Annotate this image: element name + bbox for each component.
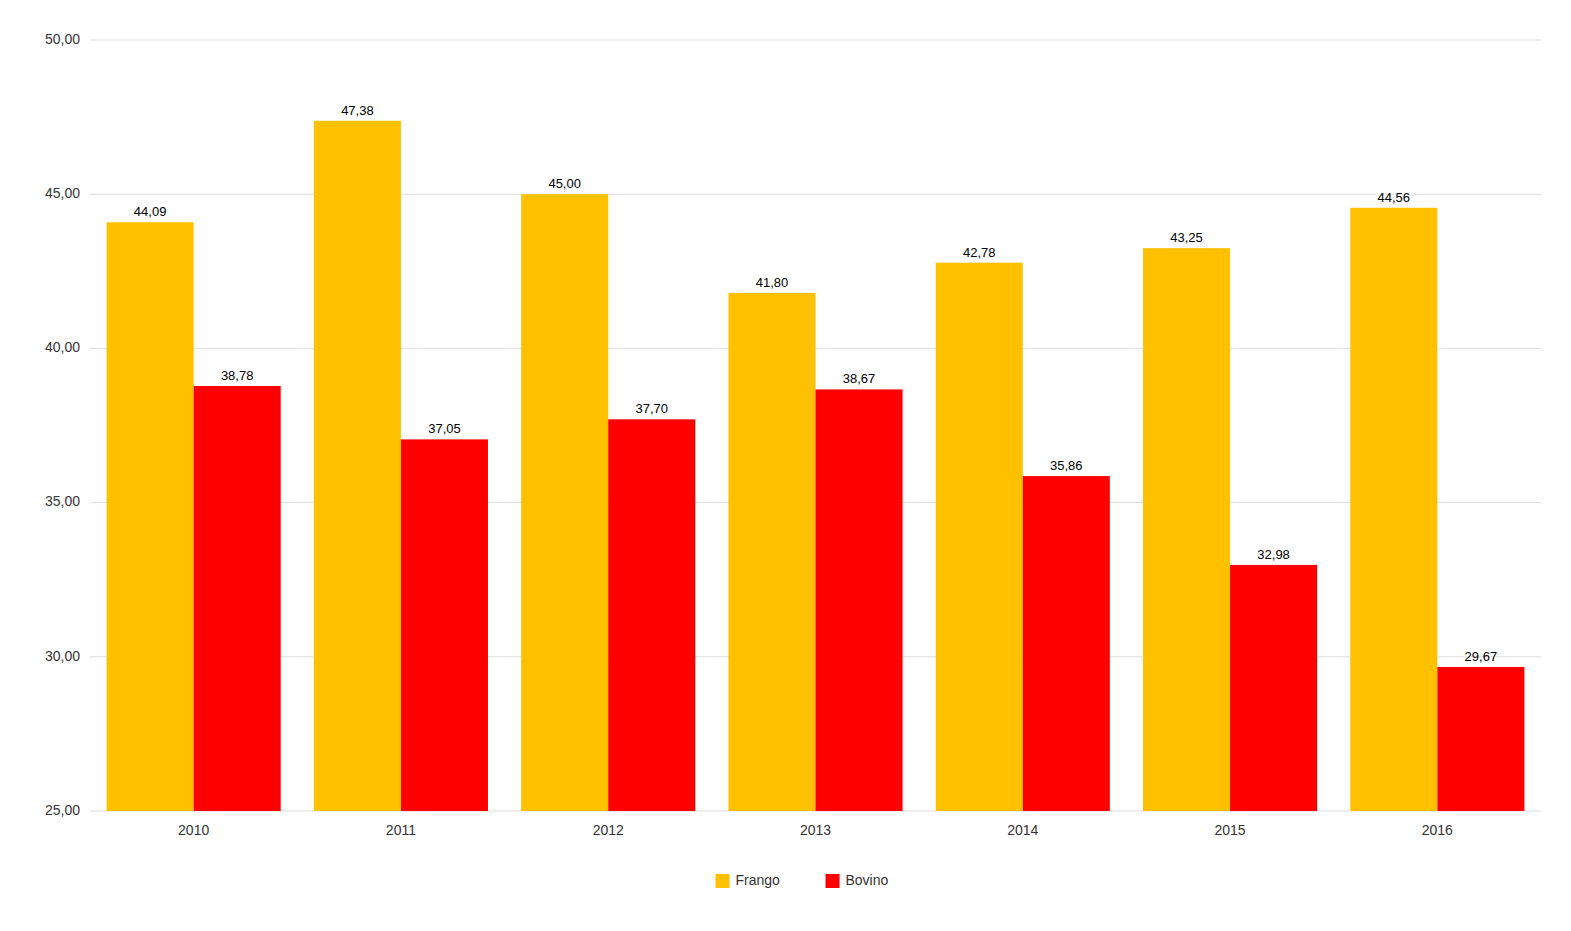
bar (1437, 667, 1524, 811)
bars (107, 121, 1525, 811)
data-label: 38,78 (221, 368, 254, 383)
bar (401, 439, 488, 811)
y-tick-label: 25,00 (45, 802, 80, 818)
legend-swatch (716, 874, 730, 888)
y-tick-label: 45,00 (45, 185, 80, 201)
bar (1023, 476, 1110, 811)
bar (608, 419, 695, 811)
bar (1230, 565, 1317, 811)
data-label: 37,70 (635, 401, 668, 416)
y-axis: 25,00 30,00 35,00 40,00 45,00 50,00 (45, 31, 80, 818)
data-label: 47,38 (341, 103, 374, 118)
x-axis: 2010 2011 2012 2013 2014 2015 2016 (178, 822, 1453, 838)
x-tick-label: 2011 (386, 822, 416, 838)
data-label: 44,09 (134, 204, 167, 219)
chart: 25,00 30,00 35,00 40,00 45,00 50,00 44,09 47,38… (0, 0, 1571, 931)
data-label: 37,05 (428, 421, 461, 436)
bar (1350, 208, 1437, 811)
x-tick-label: 2014 (1007, 822, 1038, 838)
bar (816, 389, 903, 811)
data-label: 32,98 (1257, 547, 1290, 562)
bar (314, 121, 401, 811)
legend: Frango Bovino (716, 872, 889, 888)
bar (194, 386, 281, 811)
data-label: 35,86 (1050, 458, 1083, 473)
bar (521, 194, 608, 811)
y-tick-label: 30,00 (45, 648, 80, 664)
data-label: 43,25 (1170, 230, 1203, 245)
bar (936, 263, 1023, 811)
y-tick-label: 50,00 (45, 31, 80, 47)
data-labels: 44,09 47,38 45,00 41,80 42,78 43,25 44,56 38,78… (134, 103, 1497, 664)
data-label: 41,80 (756, 275, 789, 290)
legend-swatch (826, 874, 840, 888)
grid-line (90, 40, 1541, 41)
data-label: 29,67 (1465, 649, 1498, 664)
x-tick-label: 2016 (1422, 822, 1453, 838)
bar (107, 222, 194, 811)
legend-label: Bovino (846, 872, 889, 888)
bar (728, 293, 815, 811)
data-label: 44,56 (1378, 190, 1411, 205)
legend-label: Frango (736, 872, 781, 888)
x-tick-label: 2013 (800, 822, 831, 838)
y-tick-label: 40,00 (45, 339, 80, 355)
data-label: 38,67 (843, 371, 876, 386)
x-tick-label: 2012 (593, 822, 624, 838)
grid-line (90, 194, 1541, 195)
data-label: 42,78 (963, 245, 996, 260)
chart-container: 25,00 30,00 35,00 40,00 45,00 50,00 44,09 47,38… (0, 0, 1571, 931)
x-tick-label: 2010 (178, 822, 209, 838)
bar (1143, 248, 1230, 811)
grid (90, 40, 1541, 811)
x-tick-label: 2015 (1214, 822, 1245, 838)
y-tick-label: 35,00 (45, 493, 80, 509)
data-label: 45,00 (548, 176, 581, 191)
